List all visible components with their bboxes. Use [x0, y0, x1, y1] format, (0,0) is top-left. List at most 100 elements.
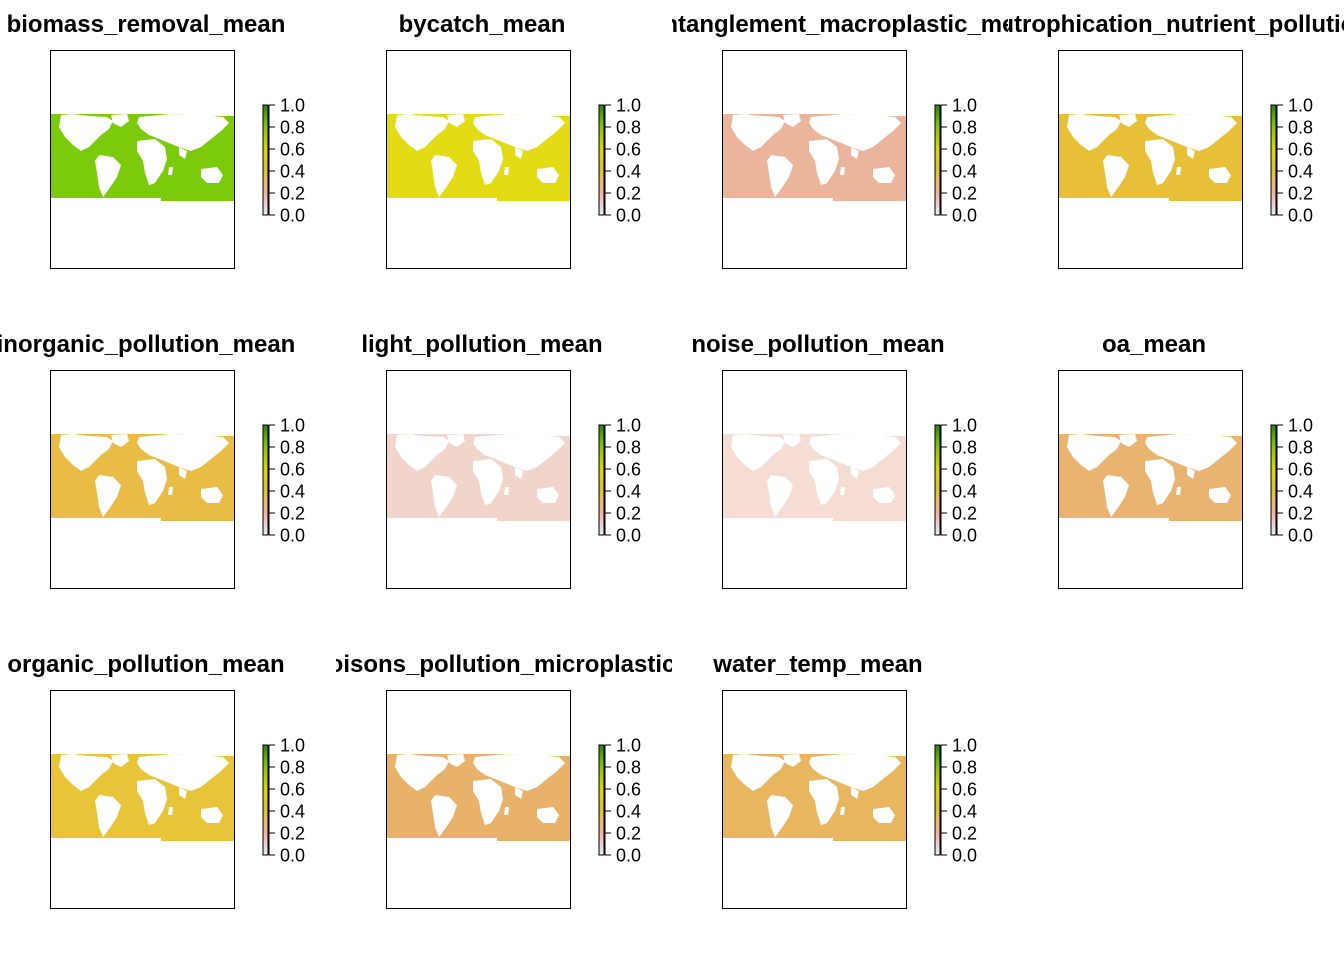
panel-title: poisons_pollution_microplastic_mean [336, 651, 672, 678]
land-mass [473, 139, 503, 185]
land-mass [473, 114, 565, 151]
land-mass [515, 467, 523, 479]
land-mass [137, 114, 229, 151]
land-mass [809, 139, 839, 185]
colorbar-tick-label: 0.2 [1288, 184, 1313, 204]
land-mass [809, 434, 901, 471]
colorbar-gradient [598, 104, 605, 216]
land-mass [1145, 459, 1175, 505]
map-plot-area [1058, 50, 1243, 269]
land-mass [473, 779, 503, 825]
colorbar-tick-label: 0.2 [280, 504, 305, 524]
colorbar-tick-label: 0.6 [616, 460, 641, 480]
raster-edge [723, 198, 833, 203]
land-mass [1103, 155, 1129, 197]
colorbar-tick-label: 0.6 [616, 140, 641, 160]
colorbar-tick-label: 0.2 [952, 184, 977, 204]
raster-edge [387, 518, 497, 523]
colorbar-svg: 1.00.80.60.40.20.0 [934, 96, 977, 226]
colorbar-tick-label: 1.0 [280, 96, 305, 116]
raster-edge [517, 114, 570, 116]
colorbar-tick-label: 0.2 [952, 504, 977, 524]
panel-title: biomass_removal_mean [6, 11, 286, 38]
raster-map [51, 114, 234, 203]
map-plot-area [386, 690, 571, 909]
colorbar-legend: 1.0 0.8 0.6 0.4 0.2 0.0 [262, 736, 336, 866]
colorbar-tick-label: 0.6 [952, 780, 977, 800]
raster-map [387, 754, 570, 843]
map-plot-area [50, 690, 235, 909]
colorbar-tick-label: 0.2 [280, 184, 305, 204]
colorbar-tick-label: 0.6 [280, 460, 305, 480]
map-panel: poisons_pollution_microplastic_mean 1.0 0.… [336, 640, 672, 960]
colorbar-tick-label: 0.0 [616, 846, 641, 866]
land-mass [1187, 467, 1195, 479]
colorbar-tick-label: 0.4 [280, 802, 305, 822]
raster-edge [1059, 198, 1169, 203]
colorbar-tick-label: 0.8 [616, 438, 641, 458]
colorbar-tick-label: 1.0 [1288, 96, 1313, 116]
raster-edge [51, 838, 161, 843]
raster-map [387, 434, 570, 523]
land-mass [809, 754, 901, 791]
land-mass [395, 434, 449, 471]
colorbar-tick-label: 0.8 [280, 438, 305, 458]
land-mass [767, 475, 793, 517]
colorbar-tick-label: 1.0 [616, 416, 641, 436]
raster-edge [853, 114, 906, 116]
land-mass [1209, 167, 1231, 183]
land-mass [473, 754, 565, 791]
colorbar-legend: 1.0 0.8 0.6 0.4 0.2 0.0 [934, 96, 1008, 226]
land-mass [1145, 434, 1237, 471]
land-mass [1119, 434, 1137, 447]
colorbar-tick-label: 1.0 [280, 736, 305, 756]
colorbar-gradient [262, 104, 269, 216]
land-mass [1103, 475, 1129, 517]
colorbar-tick-label: 0.0 [952, 206, 977, 226]
colorbar-tick-label: 0.4 [952, 162, 977, 182]
map-panel: bycatch_mean 1.0 0.8 0.6 0.4 0.2 0.0 [336, 0, 672, 320]
land-mass [1176, 487, 1181, 495]
land-mass [137, 754, 229, 791]
land-mass [447, 114, 465, 127]
colorbar-gradient [1270, 424, 1277, 536]
colorbar-tick-label: 0.8 [280, 118, 305, 138]
land-mass [537, 807, 559, 823]
land-mass [731, 434, 785, 471]
map-panel: eutrophication_nutrient_pollution_mean 1.… [1008, 0, 1344, 320]
land-mass [767, 795, 793, 837]
raster-map [51, 754, 234, 843]
land-mass [504, 487, 509, 495]
land-mass [95, 795, 121, 837]
land-mass [179, 787, 187, 799]
land-mass [431, 155, 457, 197]
colorbar-tick-label: 0.8 [616, 118, 641, 138]
colorbar-tick-label: 1.0 [280, 416, 305, 436]
land-mass [1176, 167, 1181, 175]
colorbar-legend: 1.0 0.8 0.6 0.4 0.2 0.0 [262, 96, 336, 226]
land-mass [504, 167, 509, 175]
map-panel: biomass_removal_mean 1.0 0.8 0.6 0.4 0.2 0.0 [0, 0, 336, 320]
map-panel: inorganic_pollution_mean 1.0 0.8 0.6 0.4 0.2 0… [0, 320, 336, 640]
land-mass [840, 807, 845, 815]
colorbar-tick-label: 0.6 [1288, 140, 1313, 160]
colorbar-legend: 1.0 0.8 0.6 0.4 0.2 0.0 [934, 416, 1008, 546]
colorbar-tick-label: 0.6 [952, 460, 977, 480]
colorbar-gradient [262, 744, 269, 856]
land-mass [515, 787, 523, 799]
map-plot-area [50, 50, 235, 269]
colorbar-gradient [598, 744, 605, 856]
colorbar-tick-label: 0.4 [952, 802, 977, 822]
land-mass [395, 114, 449, 151]
raster-edge [853, 754, 906, 756]
colorbar-tick-label: 1.0 [616, 736, 641, 756]
colorbar-svg: 1.00.80.60.40.20.0 [934, 736, 977, 866]
colorbar-tick-label: 1.0 [952, 736, 977, 756]
land-mass [840, 167, 845, 175]
colorbar-tick-label: 0.0 [952, 526, 977, 546]
land-mass [111, 114, 129, 127]
land-mass [873, 487, 895, 503]
colorbar-tick-label: 0.4 [616, 162, 641, 182]
map-plot-area [1058, 370, 1243, 589]
